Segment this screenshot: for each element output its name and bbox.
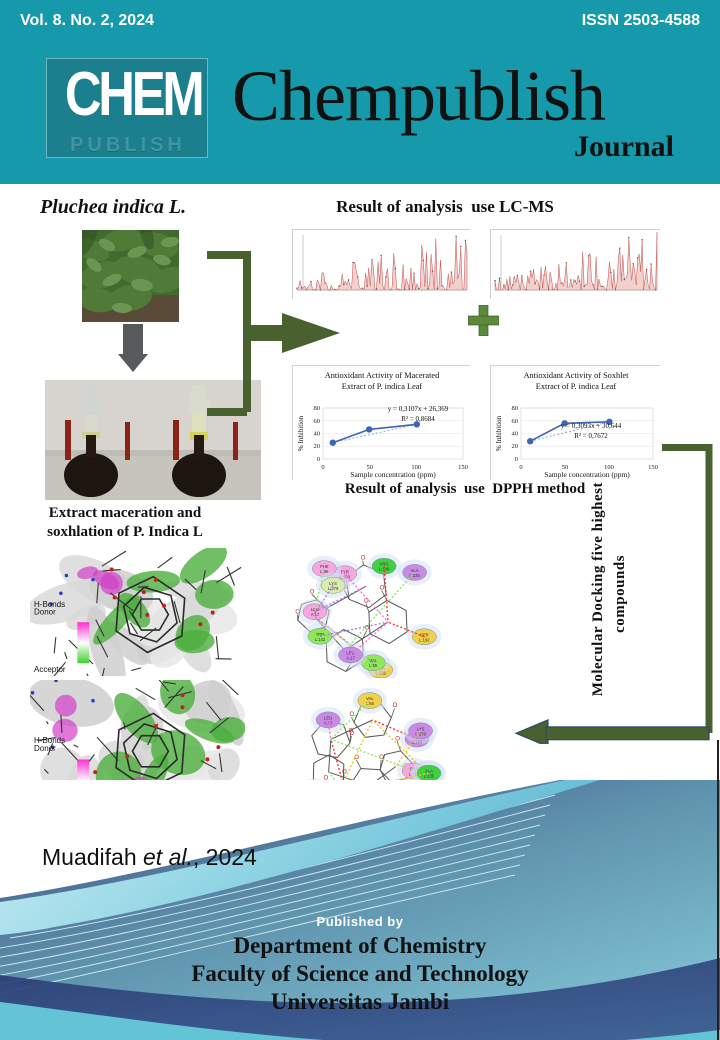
svg-text:L:235: L:235	[424, 774, 435, 779]
svg-text:O: O	[342, 770, 347, 776]
svg-text:Donor: Donor	[34, 744, 56, 753]
